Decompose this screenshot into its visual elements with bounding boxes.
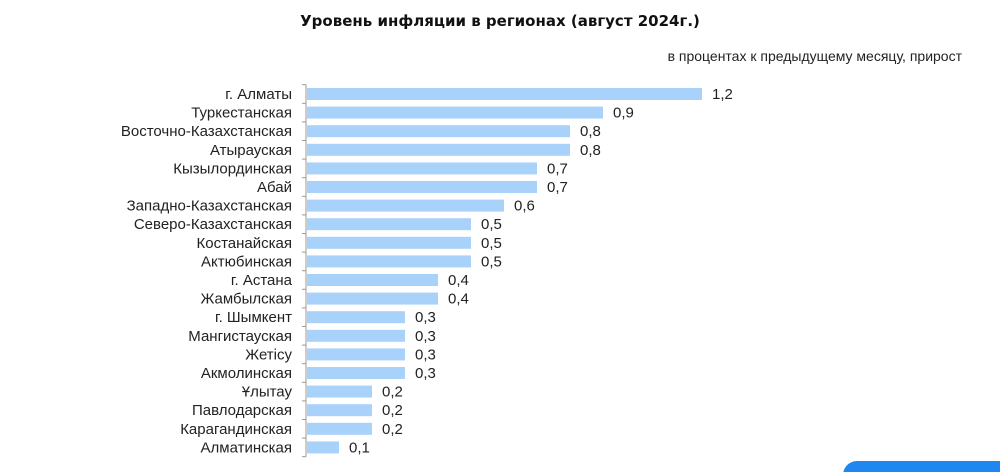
data-label: 0,5: [481, 235, 502, 252]
bar: [307, 292, 438, 305]
bar: [307, 255, 471, 268]
data-label: 0,2: [382, 421, 403, 438]
bar: [307, 218, 471, 231]
data-label: 0,2: [382, 402, 403, 419]
bar: [307, 311, 405, 324]
data-label: 0,8: [580, 142, 601, 159]
category-label: Атырауская: [210, 142, 292, 159]
bar: [307, 422, 372, 435]
data-label: 0,1: [349, 439, 370, 456]
bar: [307, 162, 537, 175]
bar: [307, 385, 372, 398]
bar: [307, 88, 702, 100]
category-label: Кызылординская: [173, 160, 292, 177]
category-label: Актюбинская: [201, 253, 292, 270]
category-label: Северо-Казахстанская: [134, 216, 292, 233]
data-label: 1,2: [712, 86, 733, 103]
bar: [307, 199, 504, 212]
data-label: 0,2: [382, 384, 403, 401]
bar: [307, 143, 570, 156]
category-label: Карагандинская: [180, 421, 292, 438]
category-label: г. Астана: [231, 272, 293, 289]
category-label: г. Алматы: [225, 86, 292, 103]
bar: [307, 125, 570, 138]
data-label: 0,8: [580, 123, 601, 140]
category-label: Абай: [257, 179, 292, 196]
category-label: Жетiсу: [245, 346, 292, 363]
data-label: 0,5: [481, 253, 502, 270]
category-label: Восточно-Казахстанская: [121, 123, 292, 140]
bar: [307, 367, 405, 379]
bar: [307, 236, 471, 249]
data-label: 0,9: [613, 105, 634, 122]
category-label: Костанайская: [197, 235, 293, 252]
category-label: г. Шымкент: [215, 309, 292, 326]
data-label: 0,4: [448, 291, 469, 308]
bar: [307, 274, 438, 286]
bar: [307, 404, 372, 417]
bar: [307, 181, 537, 193]
chart-title: Уровень инфляции в регионах (август 2024…: [300, 12, 700, 30]
data-label: 0,3: [415, 309, 436, 326]
bar: [307, 441, 339, 454]
overlay-button[interactable]: [843, 461, 1000, 472]
data-label: 0,5: [481, 216, 502, 233]
category-label: Мангистауская: [188, 328, 292, 345]
data-label: 0,3: [415, 346, 436, 363]
data-label: 0,7: [547, 179, 568, 196]
category-label: Павлодарская: [192, 402, 292, 419]
bar: [307, 329, 405, 342]
category-label: Туркестанская: [191, 105, 292, 122]
bar: [307, 348, 405, 361]
data-label: 0,7: [547, 160, 568, 177]
category-label: Западно-Казахстанская: [127, 198, 292, 215]
data-label: 0,6: [514, 198, 535, 215]
category-label: Жамбылская: [201, 291, 293, 308]
category-label: Алматинская: [201, 439, 292, 456]
bar: [307, 106, 603, 119]
category-label: Акмолинская: [201, 365, 292, 382]
data-label: 0,3: [415, 328, 436, 345]
category-label: Ұлытау: [242, 384, 293, 401]
data-label: 0,4: [448, 272, 469, 289]
chart-subtitle: в процентах к предыдущему месяцу, прирос…: [667, 48, 962, 64]
data-label: 0,3: [415, 365, 436, 382]
